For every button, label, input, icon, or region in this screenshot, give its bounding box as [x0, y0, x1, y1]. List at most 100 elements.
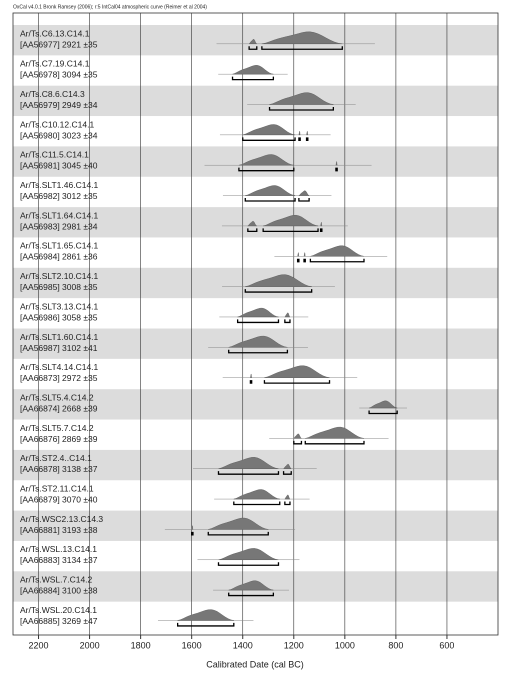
sample-name: Ar/Ts.ST2.4..C14.1 — [20, 453, 92, 463]
sample-name: Ar/Ts.SLT1.46.C14.1 — [20, 180, 99, 190]
range-bracket — [262, 228, 319, 233]
density — [245, 185, 296, 196]
sample-name: Ar/Ts.ST2.11.C14.1 — [20, 484, 94, 494]
range-bracket — [296, 258, 300, 263]
density — [233, 489, 280, 500]
sample-name: Ar/Ts.SLT4.14.C14.1 — [20, 362, 99, 372]
sample-info: [AA56977] 2921 ±35 — [20, 39, 98, 49]
range-bracket — [284, 501, 291, 506]
density — [284, 494, 291, 500]
range-bracket — [217, 562, 280, 566]
density — [244, 274, 313, 287]
density — [207, 517, 269, 530]
sample-name: Ar/Ts.SLT5.4.C14.2 — [20, 392, 94, 402]
density — [191, 525, 194, 530]
sample-info: [AA66883] 3134 ±37 — [20, 555, 98, 565]
range-bracket — [228, 592, 275, 597]
range-bracket — [261, 46, 343, 50]
range-bracket — [319, 228, 323, 233]
density — [310, 245, 365, 257]
density — [247, 220, 258, 227]
range-bracket — [217, 471, 280, 475]
x-axis-label: Calibrated Date (cal BC) — [206, 659, 304, 669]
sample-info: [AA56985] 3008 ±35 — [20, 282, 98, 292]
density — [238, 154, 295, 166]
range-bracket — [248, 46, 258, 50]
sample-name: Ar/Ts.C11.5.C14.1 — [20, 150, 89, 160]
sample-name: Ar/Ts.SLT5.7.C14.2 — [20, 423, 94, 433]
density — [218, 548, 279, 561]
density — [284, 312, 291, 318]
density — [303, 252, 306, 257]
density — [305, 130, 309, 136]
density — [368, 400, 398, 409]
x-tick-label: 2000 — [80, 640, 100, 650]
row-band — [13, 207, 498, 238]
x-tick-label: 1000 — [335, 640, 355, 650]
range-bracket — [233, 501, 281, 506]
sample-info: [AA56984] 2861 ±36 — [20, 252, 98, 262]
range-bracket — [335, 167, 338, 172]
sample-name: Ar/Ts.C8.6.C14.3 — [20, 89, 85, 99]
range-bracket — [247, 228, 258, 233]
density — [335, 161, 338, 166]
range-bracket — [303, 258, 306, 263]
row-band — [13, 85, 498, 117]
density — [320, 221, 323, 227]
sample-name: Ar/Ts.WSL.7.C14.2 — [20, 575, 93, 585]
density — [304, 426, 365, 439]
sample-name: Ar/Ts.WSC2.13.C14.3 — [20, 514, 103, 524]
density — [231, 65, 275, 75]
range-bracket — [249, 380, 253, 384]
x-tick-label: 1600 — [182, 640, 202, 650]
sample-info: [AA66874] 2668 ±39 — [20, 403, 98, 413]
density — [298, 190, 310, 196]
range-bracket — [236, 319, 280, 324]
x-tick-label: 1800 — [131, 640, 151, 650]
sample-name: Ar/Ts.C6.13.C14.1 — [20, 28, 90, 38]
sample-name: Ar/Ts.WSL.20.C14.1 — [20, 605, 97, 615]
range-bracket — [305, 137, 309, 141]
density — [298, 131, 301, 136]
sample-info: [AA66885] 3269 ±47 — [20, 616, 98, 626]
range-bracket — [304, 440, 365, 445]
range-bracket — [176, 622, 235, 627]
range-bracket — [282, 471, 292, 475]
x-tick-label: 1400 — [233, 640, 253, 650]
sample-info: [AA56980] 3023 ±34 — [20, 130, 98, 140]
density — [264, 365, 330, 378]
range-bracket — [293, 440, 303, 445]
range-bracket — [263, 380, 331, 384]
sample-name: Ar/Ts.SLT3.13.C14.1 — [20, 301, 99, 311]
sample-info: [AA56987] 3102 ±41 — [20, 343, 98, 353]
x-tick-label: 2200 — [29, 640, 49, 650]
sample-info: [AA56979] 2949 ±34 — [20, 100, 98, 110]
range-bracket — [207, 531, 269, 536]
sample-name: Ar/Ts.SLT1.60.C14.1 — [20, 332, 99, 342]
sample-name: Ar/Ts.SLT1.64.C14.1 — [20, 210, 99, 220]
range-bracket — [191, 531, 194, 536]
density — [250, 373, 252, 378]
sample-name: Ar/Ts.SLT2.10.C14.1 — [20, 271, 99, 281]
range-bracket — [368, 410, 398, 415]
sample-info: [AA66884] 3100 ±38 — [20, 586, 98, 596]
row-band — [13, 389, 498, 420]
sample-name: Ar/Ts.C10.12.C14.1 — [20, 119, 94, 129]
range-bracket — [242, 137, 296, 141]
range-bracket — [298, 137, 301, 141]
sample-info: [AA66876] 2869 ±39 — [20, 434, 98, 444]
sample-info: [AA56983] 2981 ±34 — [20, 221, 98, 231]
range-bracket — [244, 198, 296, 202]
range-bracket — [268, 106, 335, 111]
sample-info: [AA56986] 3058 ±35 — [20, 312, 98, 322]
density — [228, 335, 288, 348]
sample-name: Ar/Ts.WSL.13.C14.1 — [20, 544, 97, 554]
chart-title: OxCal v4.0.1 Bronk Ramsey (2006); r:5 In… — [13, 4, 207, 10]
range-bracket — [244, 289, 313, 293]
density — [242, 124, 296, 136]
sample-info: [AA56982] 3012 ±35 — [20, 191, 98, 201]
plot-frame — [12, 12, 499, 636]
x-tick-label: 1200 — [284, 640, 304, 650]
x-tick-label: 800 — [388, 640, 403, 650]
range-bracket — [238, 167, 295, 172]
